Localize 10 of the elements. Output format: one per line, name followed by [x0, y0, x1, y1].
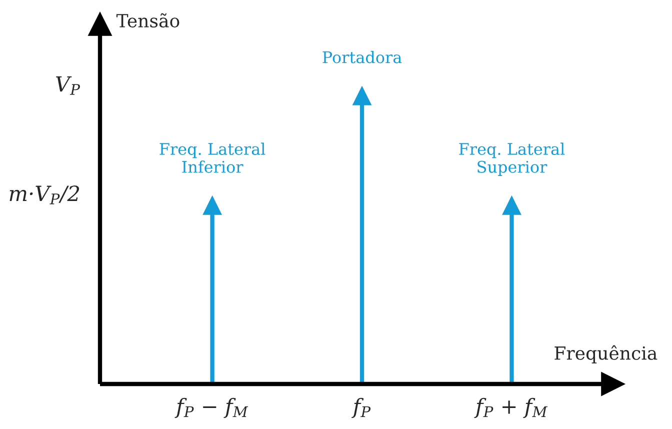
x-tick-label: f$_{P}$ + f$_{M}$: [474, 398, 548, 418]
y-axis-title: Tensão: [116, 13, 180, 28]
x-tick-label: f$_{P}$: [352, 398, 371, 418]
x-tick-label: f$_{P}$ − f$_{M}$: [174, 398, 248, 418]
annotation: Portadora: [322, 50, 402, 64]
annotation: Freq. Lateral Superior: [459, 142, 565, 176]
text: V$_{P}$: [56, 76, 80, 95]
text: m·V$_{P}$/2: [10, 186, 80, 204]
x-axis-title: Frequência: [554, 345, 658, 364]
annotation: Freq. Lateral Inferior: [160, 142, 266, 173]
